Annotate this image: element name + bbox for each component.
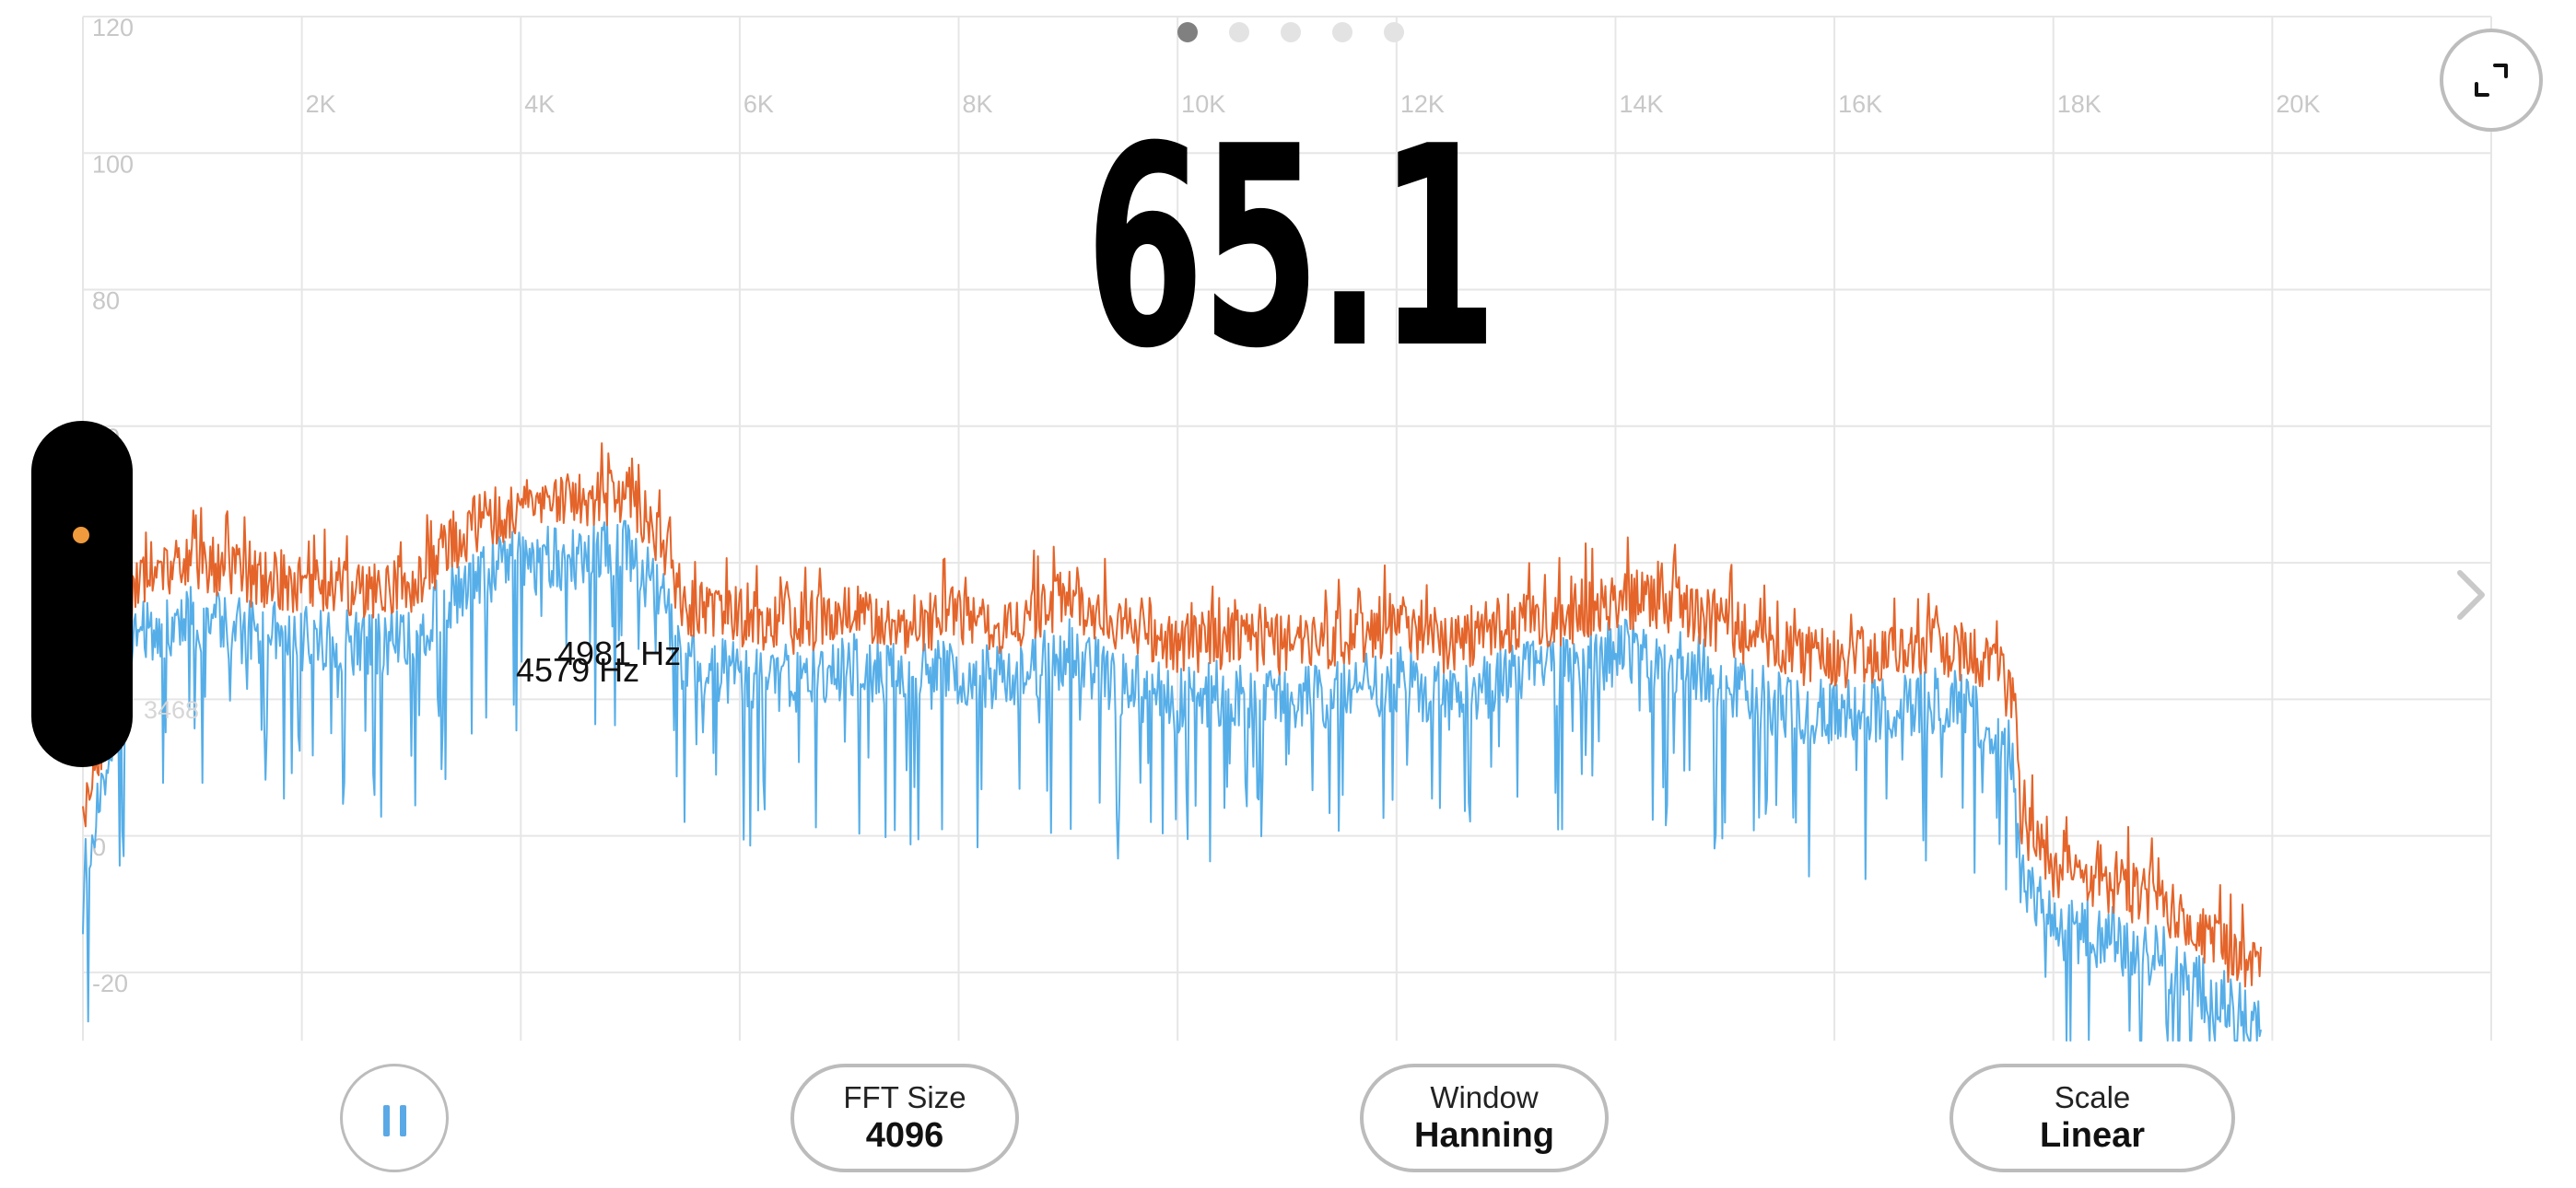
level-readout: 65.1 bbox=[1084, 87, 1498, 409]
expand-button[interactable] bbox=[2440, 29, 2543, 132]
pause-icon bbox=[383, 1105, 390, 1136]
x-tick-label: 18K bbox=[2057, 90, 2102, 118]
y-tick-label: -20 bbox=[92, 970, 128, 997]
peak-label: 4579 Hz bbox=[516, 651, 639, 689]
side-drawer-handle[interactable] bbox=[31, 421, 133, 767]
window-value: Hanning bbox=[1414, 1115, 1554, 1155]
scale-label: Scale bbox=[2054, 1080, 2131, 1115]
scale-value: Linear bbox=[2039, 1115, 2146, 1155]
x-tick-label: 4K bbox=[524, 90, 555, 118]
x-tick-label: 6K bbox=[744, 90, 774, 118]
series-orange-line bbox=[82, 442, 2262, 988]
window-label: Window bbox=[1430, 1080, 1539, 1115]
x-tick-label: 16K bbox=[1838, 90, 1882, 118]
fft-size-label: FFT Size bbox=[843, 1080, 966, 1115]
page-indicator[interactable] bbox=[1177, 22, 1404, 42]
expand-icon bbox=[2475, 64, 2508, 97]
series-blue-line bbox=[82, 518, 2262, 1042]
pause-icon bbox=[400, 1105, 406, 1136]
handle-dot bbox=[73, 527, 89, 543]
peak-label: 3468 bbox=[144, 696, 199, 724]
x-tick-label: 14K bbox=[1619, 90, 1663, 118]
y-tick-label: 120 bbox=[92, 14, 134, 41]
chevron-right-icon[interactable] bbox=[2453, 567, 2489, 623]
window-button[interactable]: Window Hanning bbox=[1360, 1064, 1609, 1172]
x-tick-label: 2K bbox=[306, 90, 336, 118]
x-tick-label: 12K bbox=[1400, 90, 1445, 118]
page-dot[interactable] bbox=[1384, 22, 1404, 42]
pause-button[interactable] bbox=[340, 1064, 449, 1172]
peak-label: 4981 Hz bbox=[557, 635, 681, 672]
scale-button[interactable]: Scale Linear bbox=[1950, 1064, 2235, 1172]
page-dot[interactable] bbox=[1281, 22, 1301, 42]
page-dot[interactable] bbox=[1177, 22, 1198, 42]
x-tick-label: 20K bbox=[2276, 90, 2320, 118]
x-tick-label: 8K bbox=[963, 90, 993, 118]
y-tick-label: 80 bbox=[92, 287, 120, 315]
fft-size-button[interactable]: FFT Size 4096 bbox=[790, 1064, 1019, 1172]
x-tick-label: 10K bbox=[1181, 90, 1225, 118]
page-dot[interactable] bbox=[1229, 22, 1249, 42]
fft-size-value: 4096 bbox=[865, 1115, 944, 1155]
y-tick-label: 100 bbox=[92, 150, 134, 178]
page-dot[interactable] bbox=[1332, 22, 1352, 42]
